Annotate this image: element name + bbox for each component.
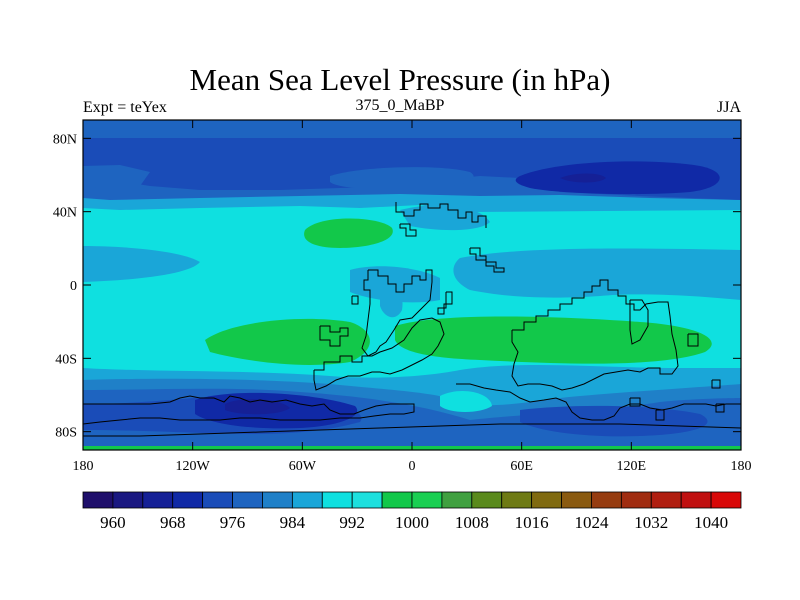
coast-central	[361, 269, 433, 357]
colorbar-swatch	[650, 491, 682, 509]
map-title: Mean Sea Level Pressure (in hPa)	[189, 62, 611, 97]
y-tick-label: 80N	[53, 132, 77, 147]
field-high-south-pacific	[205, 318, 370, 365]
coast-antarctic-4	[655, 409, 665, 421]
colorbar-label: 968	[160, 513, 186, 532]
time-label: 375_0_MaBP	[355, 97, 445, 114]
y-tick-label: 80S	[55, 426, 77, 441]
coast-south-continent	[313, 317, 445, 391]
colorbar-swatch	[351, 491, 383, 509]
colorbar-swatch	[411, 491, 443, 509]
coast-east-continent	[511, 279, 679, 391]
coast-east-small	[687, 333, 699, 347]
colorbar-swatch	[232, 491, 263, 509]
field-low-north-pacific	[83, 165, 150, 188]
field-south-east-1000	[440, 391, 492, 412]
x-tick-label: 0	[409, 459, 416, 474]
colorbar-label: 960	[100, 513, 126, 532]
colorbar-swatch	[381, 491, 413, 509]
colorbar-swatch	[501, 491, 533, 509]
field-low-siberia	[515, 161, 720, 195]
field-high-south-central	[395, 316, 712, 364]
colorbar-swatch	[172, 491, 204, 509]
coast-north-2	[399, 223, 417, 237]
colorbar-swatch	[620, 491, 652, 509]
field-996-mid-east	[453, 248, 741, 300]
y-tick-label: 40N	[53, 206, 77, 221]
colorbar-label: 1032	[634, 513, 668, 532]
pressure-field	[83, 120, 741, 450]
colorbar-swatch	[262, 491, 293, 509]
colorbar-swatch	[142, 491, 174, 509]
field-996-north-atlantic-band	[400, 205, 490, 231]
field-low-siberia-core	[560, 173, 606, 183]
coast-antarctic-3	[456, 383, 741, 421]
colorbar-swatch	[291, 491, 323, 509]
colorbar-swatch	[471, 491, 503, 509]
y-tick-label: 40S	[55, 352, 77, 367]
field-996-africa	[380, 287, 403, 318]
colorbar-swatch	[112, 491, 144, 509]
field-high-north-atlantic	[304, 218, 393, 248]
colorbar-label: 1016	[515, 513, 549, 532]
experiment-label: Expt = teYex	[83, 99, 167, 116]
coastlines	[83, 202, 741, 437]
field-low-north-atlantic	[330, 167, 474, 190]
axis-ticks: 180 120W 60W 0 60E 120E 180 80N 40N 0 40S 80S	[53, 120, 752, 474]
field-996-mid-west	[83, 246, 200, 282]
colorbar-label: 984	[280, 513, 306, 532]
coast-west-small	[319, 325, 349, 347]
colorbar-swatch	[441, 491, 473, 509]
coast-north	[395, 202, 487, 228]
colorbar-swatch	[531, 491, 562, 509]
x-tick-label: 60W	[289, 459, 317, 474]
colorbar-swatch	[561, 491, 592, 509]
coast-antarctic-6	[715, 403, 725, 413]
field-low-antarctic-core	[225, 399, 290, 415]
coast-antarctic-7	[629, 397, 641, 407]
season-label: JJA	[716, 99, 741, 116]
coast-central-2	[351, 295, 359, 305]
coast-east-inner	[629, 299, 649, 345]
x-tick-label: 180	[731, 459, 752, 474]
colorbar-swatch	[680, 491, 712, 509]
coast-antarctic-5	[711, 379, 721, 389]
colorbar: 960 968 976 984 992 1000 1008 1016 1024 1032 1040	[82, 491, 742, 532]
colorbar-swatch	[710, 491, 742, 509]
colorbar-swatch	[321, 491, 353, 509]
x-tick-label: 60E	[510, 459, 533, 474]
colorbar-label: 1024	[574, 513, 609, 532]
y-tick-label: 0	[70, 279, 77, 294]
colorbar-label: 1000	[395, 513, 429, 532]
colorbar-swatch	[591, 491, 622, 509]
colorbar-swatch	[82, 491, 114, 509]
colorbar-swatch	[202, 491, 233, 509]
colorbar-label: 1040	[694, 513, 728, 532]
x-tick-label: 120W	[176, 459, 211, 474]
colorbar-label: 992	[339, 513, 365, 532]
coast-central-3	[437, 291, 453, 315]
colorbar-label: 976	[220, 513, 246, 532]
field-south-east-984	[520, 405, 708, 437]
coast-south-antarctic	[83, 395, 415, 425]
coast-asia-small	[469, 247, 505, 273]
x-tick-label: 180	[73, 459, 94, 474]
colorbar-label: 1008	[455, 513, 489, 532]
x-tick-label: 120E	[617, 459, 647, 474]
coast-antarctic-2	[83, 423, 741, 437]
